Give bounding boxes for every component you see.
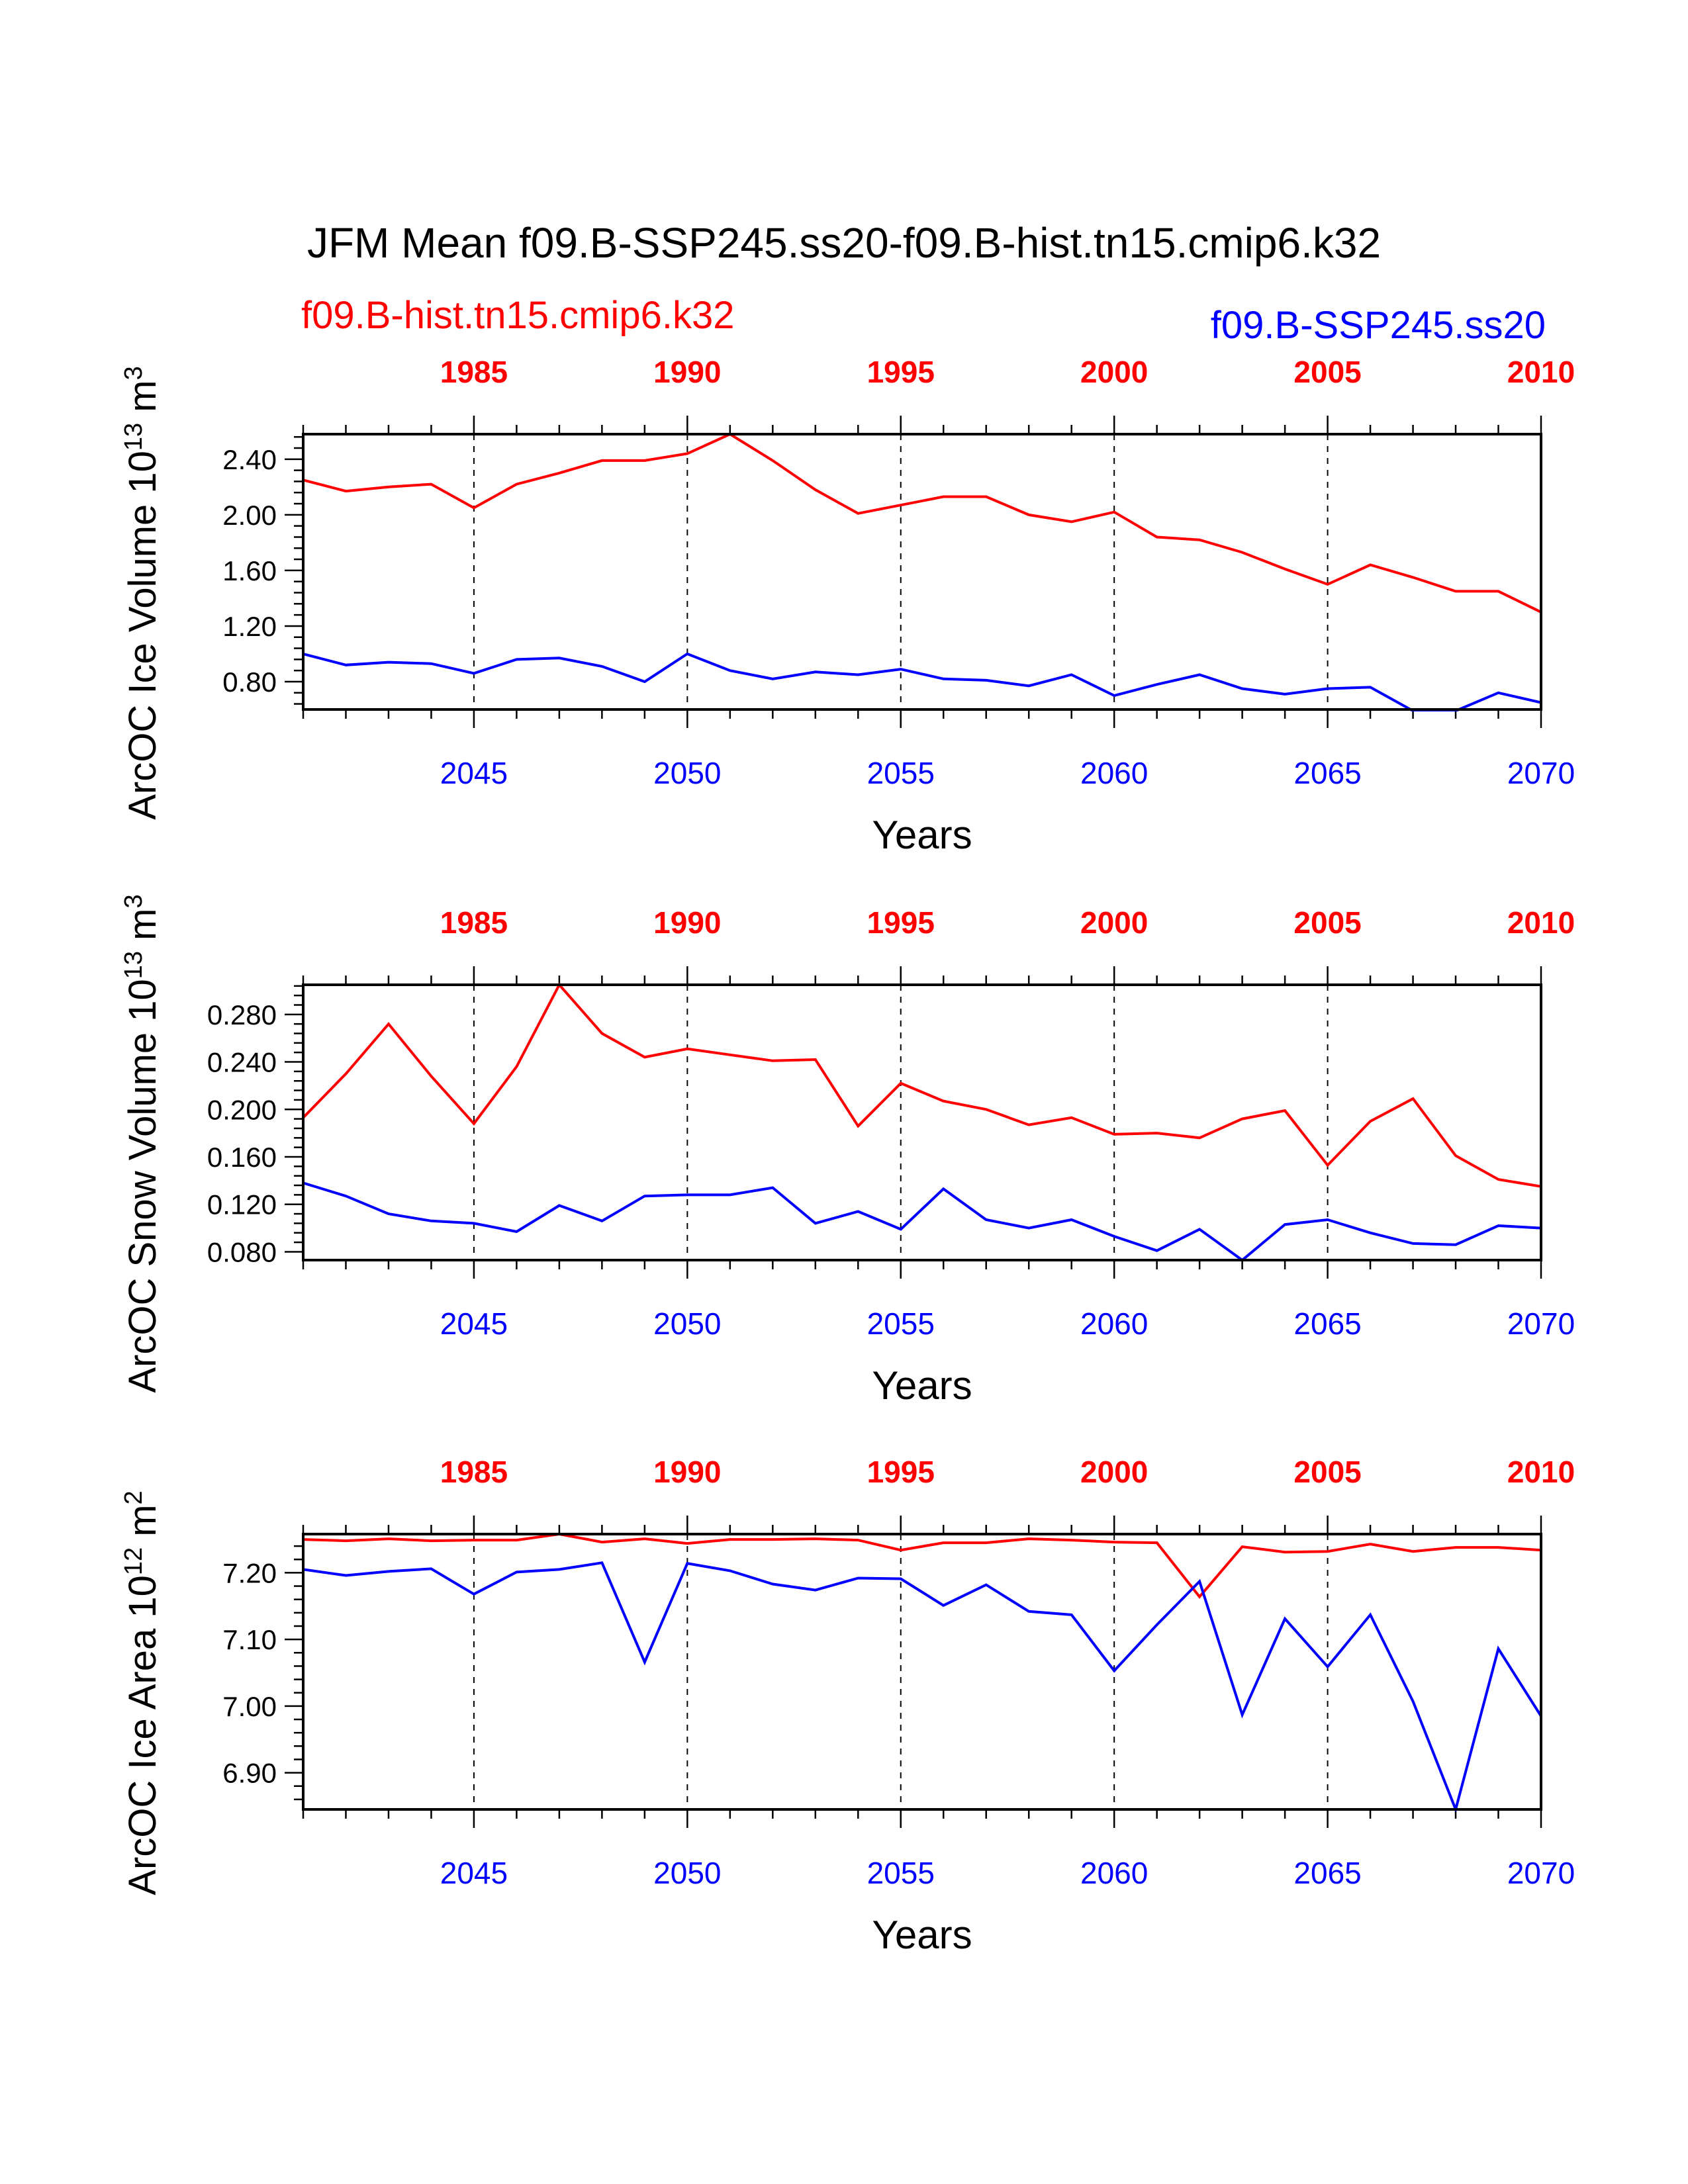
x-tick-label: 2050 <box>653 756 721 790</box>
y-tick-label: 7.10 <box>222 1624 277 1655</box>
y-tick-label: 0.280 <box>207 999 277 1030</box>
x-axis-title: Years <box>872 813 972 857</box>
legend-hist-label: f09.B-hist.tn15.cmip6.k32 <box>301 294 735 337</box>
y-tick-label: 7.20 <box>222 1557 277 1588</box>
y-tick-label: 0.240 <box>207 1047 277 1078</box>
x-top-tick-label: 2005 <box>1293 905 1361 940</box>
x-top-tick-label: 1985 <box>440 1455 508 1489</box>
x-top-tick-label: 2000 <box>1080 355 1148 389</box>
series-line-hist <box>303 1532 1541 1599</box>
x-tick-label: 2060 <box>1080 1306 1148 1341</box>
x-top-tick-label: 1990 <box>653 905 721 940</box>
y-tick-label: 0.200 <box>207 1094 277 1125</box>
x-top-tick-label: 2005 <box>1293 1455 1361 1489</box>
x-tick-label: 2045 <box>440 756 508 790</box>
x-top-tick-label: 2000 <box>1080 1455 1148 1489</box>
series-line-ssp <box>303 1561 1541 1811</box>
x-tick-label: 2055 <box>867 1306 935 1341</box>
chart-panel-1: 0.80 1.20 1.60 2.00 2.40 2045 2050 2055 2060 2065… <box>120 355 1575 857</box>
chart-panel-3: 6.90 7.00 7.10 7.20 2045 2050 2055 2060 2065 2070… <box>120 1455 1575 1957</box>
x-top-tick-label: 2000 <box>1080 905 1148 940</box>
x-tick-label: 2070 <box>1507 1856 1575 1890</box>
y-tick-label: 2.40 <box>222 444 277 475</box>
x-top-tick-label: 1985 <box>440 905 508 940</box>
x-tick-label: 2070 <box>1507 756 1575 790</box>
plot-frame <box>302 983 1542 1261</box>
x-tick-label: 2060 <box>1080 1856 1148 1890</box>
x-top-tick-label: 2005 <box>1293 355 1361 389</box>
y-tick-label: 1.20 <box>222 611 277 642</box>
x-top-tick-label: 2010 <box>1507 355 1575 389</box>
x-tick-label: 2060 <box>1080 756 1148 790</box>
x-tick-label: 2065 <box>1293 756 1361 790</box>
x-top-tick-label: 1990 <box>653 1455 721 1489</box>
x-tick-label: 2070 <box>1507 1306 1575 1341</box>
x-tick-label: 2055 <box>867 756 935 790</box>
x-tick-label: 2045 <box>440 1856 508 1890</box>
y-axis-title: ArcOC Snow Volume 1013 m3 <box>120 894 164 1392</box>
series-line-ssp <box>303 652 1541 711</box>
x-axis-title: Years <box>872 1363 972 1408</box>
y-tick-label: 0.080 <box>207 1236 277 1267</box>
x-top-tick-label: 1995 <box>867 355 935 389</box>
x-top-tick-label: 1995 <box>867 1455 935 1489</box>
y-tick-label: 1.60 <box>222 555 277 586</box>
x-tick-label: 2065 <box>1293 1306 1361 1341</box>
x-tick-label: 2050 <box>653 1306 721 1341</box>
y-tick-label: 6.90 <box>222 1758 277 1789</box>
x-top-tick-label: 1995 <box>867 905 935 940</box>
plot-frame <box>302 1533 1542 1811</box>
x-tick-label: 2055 <box>867 1856 935 1890</box>
plot-frame <box>302 433 1542 711</box>
y-tick-label: 2.00 <box>222 500 277 531</box>
chart-panel-2: 0.080 0.120 0.160 0.200 0.240 0.280 2045 2050 20… <box>120 894 1575 1408</box>
y-tick-label: 7.00 <box>222 1691 277 1722</box>
y-axis-title: ArcOC Ice Area 1012 m2 <box>120 1490 164 1895</box>
x-top-tick-label: 1990 <box>653 355 721 389</box>
chart-title: JFM Mean f09.B-SSP245.ss20-f09.B-hist.tn… <box>306 219 1382 267</box>
x-top-tick-label: 2010 <box>1507 905 1575 940</box>
y-tick-label: 0.120 <box>207 1189 277 1220</box>
x-top-tick-label: 1985 <box>440 355 508 389</box>
y-axis-title: ArcOC Ice Volume 1013 m3 <box>120 366 164 820</box>
series-line-hist <box>303 432 1541 614</box>
x-top-tick-label: 2010 <box>1507 1455 1575 1489</box>
x-tick-label: 2050 <box>653 1856 721 1890</box>
x-tick-label: 2065 <box>1293 1856 1361 1890</box>
y-tick-label: 0.160 <box>207 1142 277 1173</box>
series-line-ssp <box>303 1181 1541 1262</box>
y-tick-label: 0.80 <box>222 666 277 698</box>
x-tick-label: 2045 <box>440 1306 508 1341</box>
x-axis-title: Years <box>872 1913 972 1957</box>
legend-ssp-label: f09.B-SSP245.ss20 <box>1210 304 1546 347</box>
series-line-hist <box>303 983 1541 1188</box>
